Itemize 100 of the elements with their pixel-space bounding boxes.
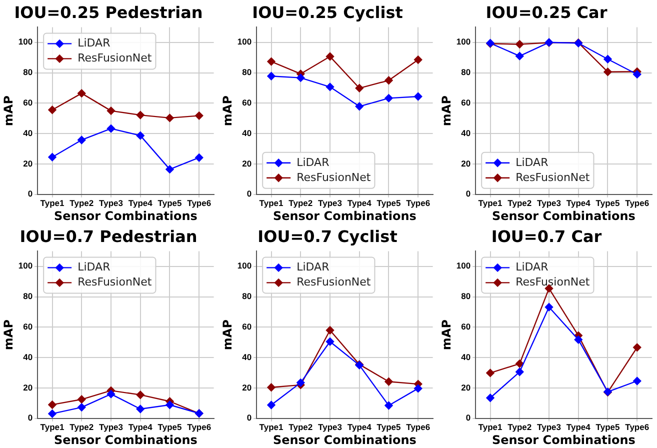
x-tick-label: Type1 — [478, 422, 503, 432]
y-tick-label: 40 — [242, 352, 252, 362]
x-axis-title: Sensor Combinations — [492, 208, 636, 223]
x-tick-label: Type3 — [537, 198, 562, 208]
y-tick-label: 80 — [242, 67, 252, 78]
legend-label: LiDAR — [296, 156, 330, 169]
x-axis-title: Sensor Combinations — [54, 432, 198, 447]
y-tick-label: 60 — [461, 98, 471, 108]
y-axis-title: mAP — [439, 95, 454, 126]
legend-label: LiDAR — [78, 36, 111, 50]
x-tick-label: Type6 — [625, 422, 650, 432]
x-tick-label: Type6 — [625, 198, 650, 208]
x-tick-label: Type6 — [187, 422, 212, 432]
y-tick-label: 80 — [461, 67, 471, 78]
legend-label: ResFusionNet — [78, 276, 152, 289]
y-tick-label: 20 — [242, 382, 252, 392]
x-tick-label: Type3 — [99, 422, 124, 432]
y-tick-label: 80 — [242, 291, 252, 302]
legend-label: LiDAR — [516, 260, 549, 274]
y-tick-label: 100 — [237, 36, 252, 47]
y-tick-label: 40 — [461, 352, 471, 362]
x-axis-title: Sensor Combinations — [492, 432, 636, 447]
y-tick-label: 0 — [246, 188, 252, 199]
x-tick-label: Type2 — [508, 198, 532, 208]
y-axis-title: mAP — [220, 95, 234, 126]
x-tick-label: Type6 — [187, 198, 212, 208]
y-tick-label: 40 — [461, 128, 471, 138]
x-tick-label: Type3 — [318, 198, 342, 208]
x-tick-label: Type4 — [566, 422, 591, 432]
chart-title: IOU=0.7 Pedestrian — [20, 226, 198, 246]
x-tick-label: Type2 — [508, 422, 532, 432]
x-axis-title: Sensor Combinations — [272, 432, 416, 447]
y-tick-label: 0 — [246, 412, 252, 423]
legend-label: ResFusionNet — [516, 170, 590, 184]
x-tick-label: Type2 — [70, 198, 94, 208]
y-tick-label: 100 — [18, 260, 33, 271]
x-tick-label: Type4 — [347, 198, 372, 208]
legend-label: ResFusionNet — [516, 276, 590, 289]
chart-title: IOU=0.25 Cyclist — [252, 2, 404, 22]
x-axis-title: Sensor Combinations — [54, 208, 198, 223]
chart-title: IOU=0.7 Cyclist — [258, 226, 398, 246]
y-tick-label: 0 — [28, 188, 33, 199]
x-tick-label: Type3 — [318, 422, 342, 432]
y-tick-label: 100 — [456, 36, 471, 47]
legend-label: LiDAR — [516, 156, 549, 169]
y-tick-label: 0 — [466, 412, 471, 423]
y-tick-label: 60 — [23, 322, 33, 332]
legend-label: ResFusionNet — [78, 52, 152, 65]
y-tick-label: 0 — [28, 412, 33, 423]
x-tick-label: Type5 — [158, 198, 182, 208]
chart-title: IOU=0.7 Car — [491, 226, 602, 246]
y-tick-label: 80 — [23, 291, 33, 302]
x-tick-label: Type3 — [99, 198, 124, 208]
y-tick-label: 100 — [237, 260, 252, 271]
x-tick-label: Type5 — [158, 422, 182, 432]
y-tick-label: 100 — [18, 36, 33, 47]
legend-label: LiDAR — [296, 260, 330, 274]
x-tick-label: Type1 — [40, 198, 65, 208]
y-tick-label: 60 — [242, 322, 252, 332]
x-tick-label: Type6 — [406, 422, 430, 432]
legend-label: ResFusionNet — [296, 170, 372, 184]
y-tick-label: 100 — [456, 260, 471, 271]
x-tick-label: Type1 — [259, 198, 284, 208]
x-tick-label: Type2 — [288, 198, 313, 208]
chart-title: IOU=0.25 Car — [486, 2, 608, 22]
y-tick-label: 60 — [461, 322, 471, 332]
x-tick-label: Type2 — [70, 422, 94, 432]
x-tick-label: Type4 — [128, 422, 153, 432]
x-tick-label: Type5 — [376, 198, 401, 208]
y-axis-title: mAP — [1, 95, 16, 126]
x-tick-label: Type2 — [288, 422, 313, 432]
y-tick-label: 40 — [23, 352, 33, 362]
x-tick-label: Type4 — [566, 198, 591, 208]
y-axis-title: mAP — [220, 319, 234, 350]
y-tick-label: 60 — [23, 98, 33, 108]
x-tick-label: Type4 — [128, 198, 153, 208]
y-tick-label: 80 — [461, 291, 471, 302]
y-tick-label: 40 — [242, 128, 252, 138]
y-tick-label: 80 — [23, 67, 33, 78]
y-tick-label: 20 — [23, 382, 33, 392]
x-tick-label: Type5 — [376, 422, 401, 432]
legend-label: ResFusionNet — [296, 276, 372, 289]
x-tick-label: Type3 — [537, 422, 562, 432]
x-tick-label: Type5 — [596, 422, 620, 432]
y-tick-label: 40 — [23, 128, 33, 138]
x-tick-label: Type4 — [347, 422, 372, 432]
x-tick-label: Type6 — [406, 198, 430, 208]
y-tick-label: 60 — [242, 98, 252, 108]
legend-label: LiDAR — [78, 260, 111, 274]
x-tick-label: Type1 — [478, 198, 503, 208]
y-tick-label: 20 — [461, 158, 471, 168]
y-tick-label: 20 — [23, 158, 33, 168]
x-tick-label: Type1 — [259, 422, 284, 432]
y-tick-label: 20 — [242, 158, 252, 168]
y-axis-title: mAP — [439, 319, 454, 350]
y-axis-title: mAP — [1, 319, 16, 350]
x-axis-title: Sensor Combinations — [272, 208, 416, 223]
y-tick-label: 0 — [466, 188, 471, 199]
x-tick-label: Type5 — [596, 198, 620, 208]
y-tick-label: 20 — [461, 382, 471, 392]
